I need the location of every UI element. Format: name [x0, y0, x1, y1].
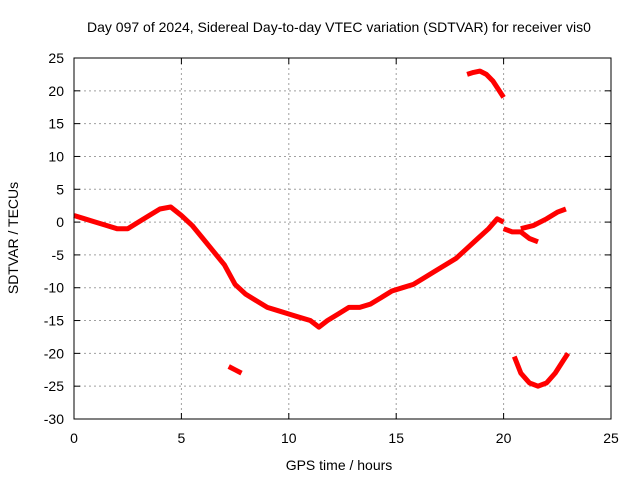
axis-ticks: 0 5 10 15 20 25 25 20 15 10 5 0 -5 -10 -15 -20 -25 -30 [44, 50, 619, 446]
series-line-lower-right-branch [511, 352, 571, 389]
y-tick-label: 0 [56, 214, 64, 230]
series-line-upper-branch [466, 68, 506, 99]
x-tick-label: 0 [70, 430, 78, 446]
y-tick-label: -10 [44, 280, 64, 296]
grid-lines [74, 58, 611, 419]
x-tick-label: 20 [496, 430, 512, 446]
series-line-rising-branch [520, 206, 567, 232]
series-group [73, 68, 571, 389]
series-line-main [73, 204, 505, 330]
y-tick-label: -25 [44, 378, 64, 394]
x-tick-label: 5 [178, 430, 186, 446]
chart-title: Day 097 of 2024, Sidereal Day-to-day VTE… [87, 19, 591, 35]
y-tick-label: -5 [52, 247, 65, 263]
y-axis-label: SDTVAR / TECUs [5, 182, 21, 294]
plot-frame [73, 57, 612, 420]
y-tick-label: 25 [48, 50, 64, 66]
x-tick-label: 15 [388, 430, 404, 446]
x-tick-label: 10 [281, 430, 297, 446]
series-line-isolated-segment [227, 364, 243, 376]
y-tick-label: -20 [44, 345, 64, 361]
x-axis-label: GPS time / hours [286, 457, 393, 473]
y-tick-label: -15 [44, 313, 64, 329]
y-tick-label: 5 [56, 181, 64, 197]
series-line-after-20h [502, 226, 539, 245]
y-tick-label: 15 [48, 116, 64, 132]
y-tick-label: -30 [44, 411, 64, 427]
x-tick-label: 25 [603, 430, 619, 446]
y-tick-label: 20 [48, 83, 64, 99]
y-tick-label: 10 [48, 148, 64, 164]
